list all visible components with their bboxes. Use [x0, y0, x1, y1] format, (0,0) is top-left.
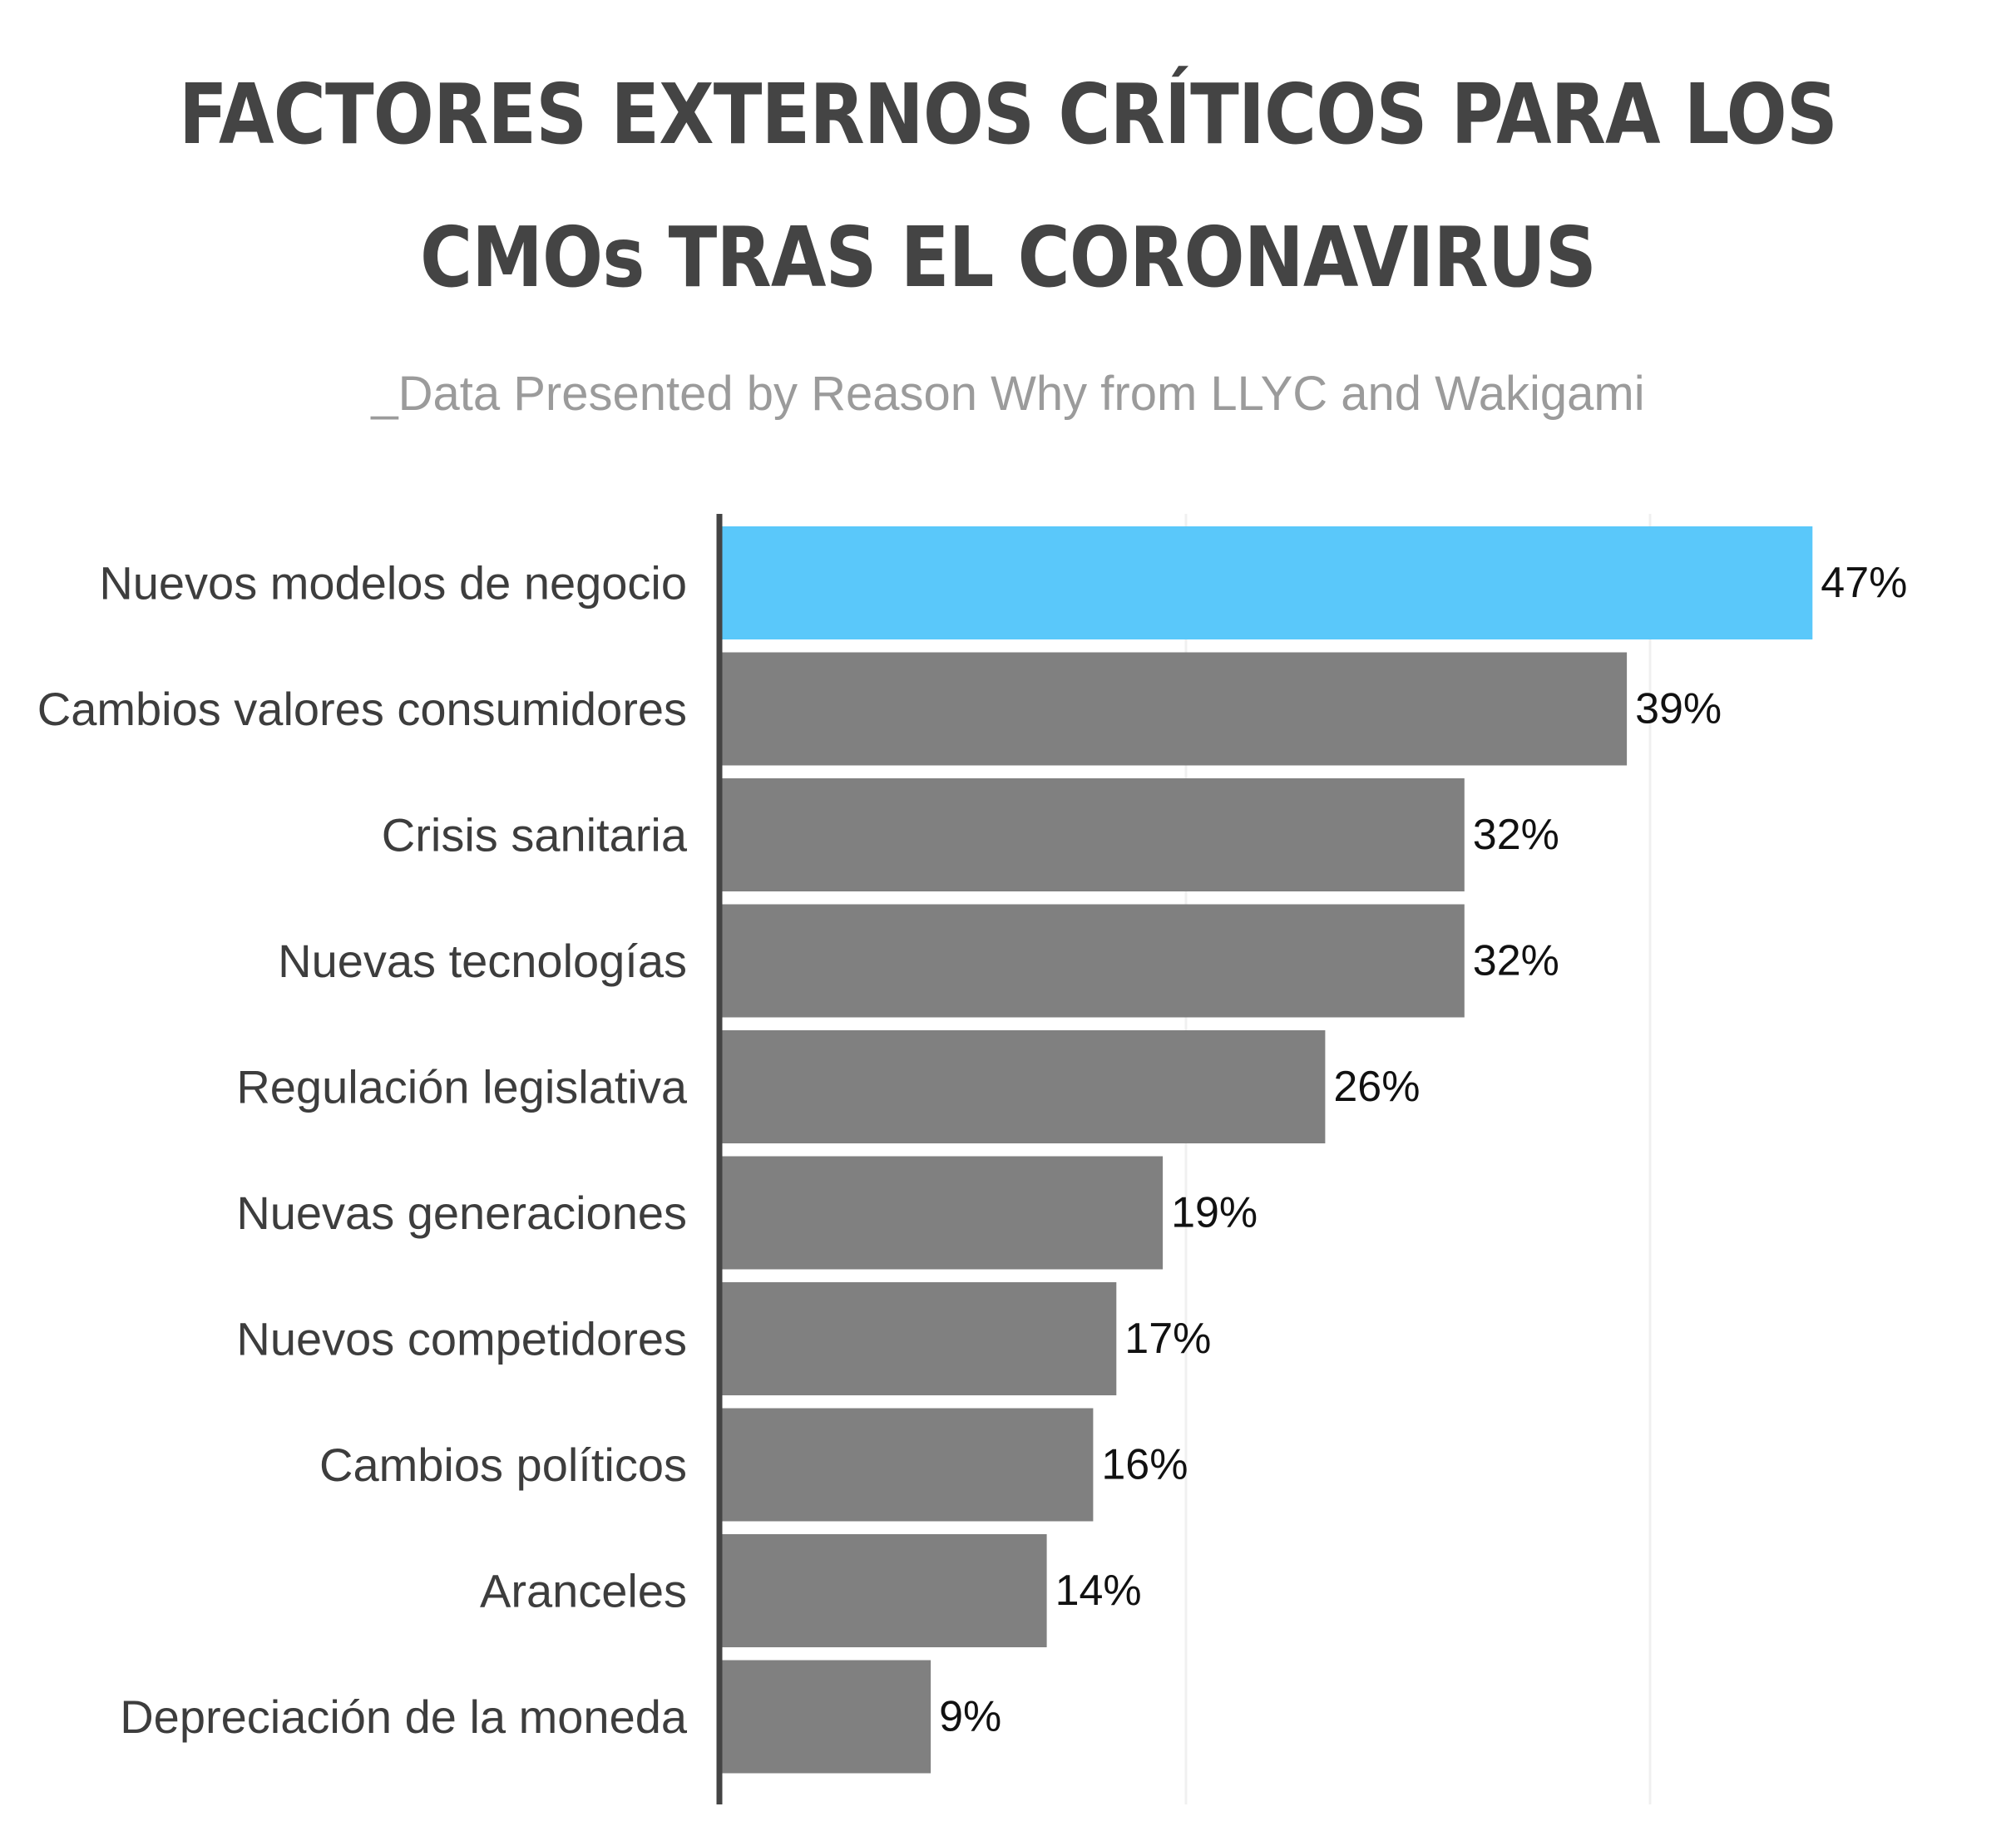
category-label-10: Depreciación de la moneda — [120, 1691, 688, 1743]
chart-title-line-1: FACTORES EXTERNOS CRÍTICOS PARA LOS — [178, 66, 1838, 163]
category-label-2: Cambios valores consumidores — [37, 683, 687, 735]
value-label-9: 14% — [1055, 1567, 1142, 1615]
value-label-2: 39% — [1635, 685, 1722, 733]
bar-1 — [722, 526, 1813, 639]
category-label-9: Aranceles — [480, 1565, 687, 1617]
bar-7 — [722, 1282, 1117, 1395]
category-label-6: Nuevas generaciones — [236, 1187, 687, 1239]
category-label-4: Nuevas tecnologías — [278, 935, 687, 987]
bars — [722, 526, 1813, 1774]
category-label-5: Regulación legislativa — [236, 1061, 688, 1113]
bar-9 — [722, 1534, 1047, 1647]
category-label-3: Crisis sanitaria — [382, 809, 688, 861]
value-label-4: 32% — [1473, 937, 1559, 985]
bar-4 — [722, 904, 1465, 1018]
value-label-5: 26% — [1333, 1063, 1420, 1111]
chart-title-line-2: CMOs TRAS EL CORONAVIRUS — [420, 209, 1597, 306]
bar-6 — [722, 1156, 1164, 1270]
bar-10 — [722, 1660, 931, 1774]
value-label-3: 32% — [1473, 811, 1559, 859]
value-label-6: 19% — [1171, 1189, 1258, 1237]
category-label-8: Cambios políticos — [319, 1439, 687, 1491]
category-label-1: Nuevos modelos de negocio — [99, 557, 687, 610]
category-label-7: Nuevos competidores — [236, 1313, 687, 1365]
bar-2 — [722, 652, 1628, 766]
bar-5 — [722, 1030, 1326, 1143]
value-label-8: 16% — [1101, 1441, 1188, 1489]
value-label-7: 17% — [1124, 1315, 1211, 1363]
value-label-10: 9% — [939, 1693, 1001, 1741]
value-labels: 47% 39% 32% 32% 26% 19% 17% 16% 14% 9% — [939, 559, 1907, 1741]
bar-8 — [722, 1408, 1094, 1522]
bar-3 — [722, 778, 1465, 891]
category-labels: Nuevos modelos de negocio Cambios valores… — [37, 557, 688, 1744]
value-label-1: 47% — [1821, 559, 1907, 607]
chart-subtitle: _Data Presented by Reason Why from LLYC … — [371, 367, 1645, 421]
chart-title: FACTORES EXTERNOS CRÍTICOS PARA LOS CMOs… — [141, 43, 1875, 329]
